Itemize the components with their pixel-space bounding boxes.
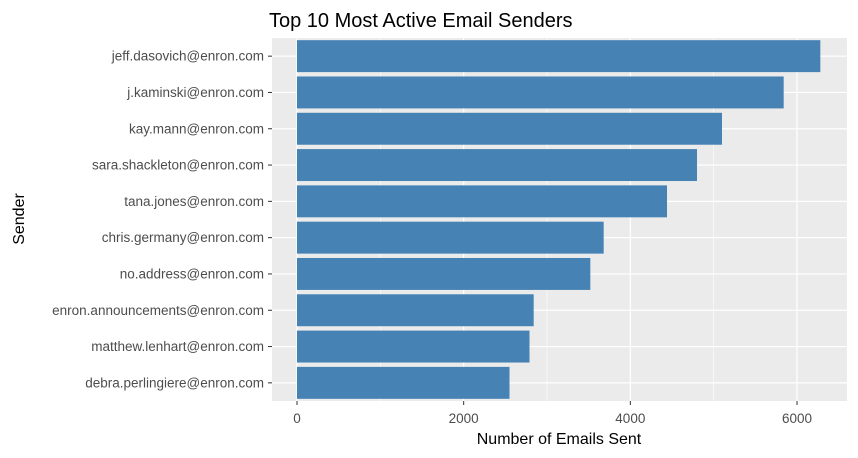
bar: [297, 257, 591, 290]
bar: [297, 185, 667, 218]
x-axis-ticks: 0 2000 4000 6000: [293, 401, 812, 426]
x-tick-label: 0: [293, 411, 301, 426]
y-tick-label: debra.perlingiere@enron.com: [85, 375, 264, 390]
bars: [297, 40, 821, 399]
x-tick-label: 6000: [782, 411, 812, 426]
bar: [297, 294, 534, 327]
bar: [297, 366, 510, 399]
bar: [297, 330, 530, 363]
y-tick-label: jeff.dasovich@enron.com: [111, 49, 264, 64]
y-tick-label: tana.jones@enron.com: [124, 194, 264, 209]
x-axis-title: Number of Emails Sent: [477, 431, 642, 448]
bar: [297, 221, 604, 254]
y-tick-label: no.address@enron.com: [120, 266, 264, 281]
x-tick-label: 4000: [615, 411, 645, 426]
y-tick-label: sara.shackleton@enron.com: [92, 158, 264, 173]
x-tick-label: 2000: [449, 411, 479, 426]
y-axis-ticks: jeff.dasovich@enron.com j.kaminski@enron.…: [52, 49, 272, 390]
chart-title: Top 10 Most Active Email Senders: [269, 10, 572, 32]
y-tick-label: j.kaminski@enron.com: [126, 85, 264, 100]
y-tick-label: enron.announcements@enron.com: [52, 303, 264, 318]
bar: [297, 76, 784, 109]
y-tick-label: kay.mann@enron.com: [129, 121, 264, 136]
bar: [297, 112, 722, 145]
y-tick-label: matthew.lenhart@enron.com: [91, 339, 264, 354]
bar: [297, 40, 821, 73]
y-tick-label: chris.germany@enron.com: [102, 230, 264, 245]
bar: [297, 149, 697, 182]
y-axis-title: Sender: [11, 193, 28, 245]
